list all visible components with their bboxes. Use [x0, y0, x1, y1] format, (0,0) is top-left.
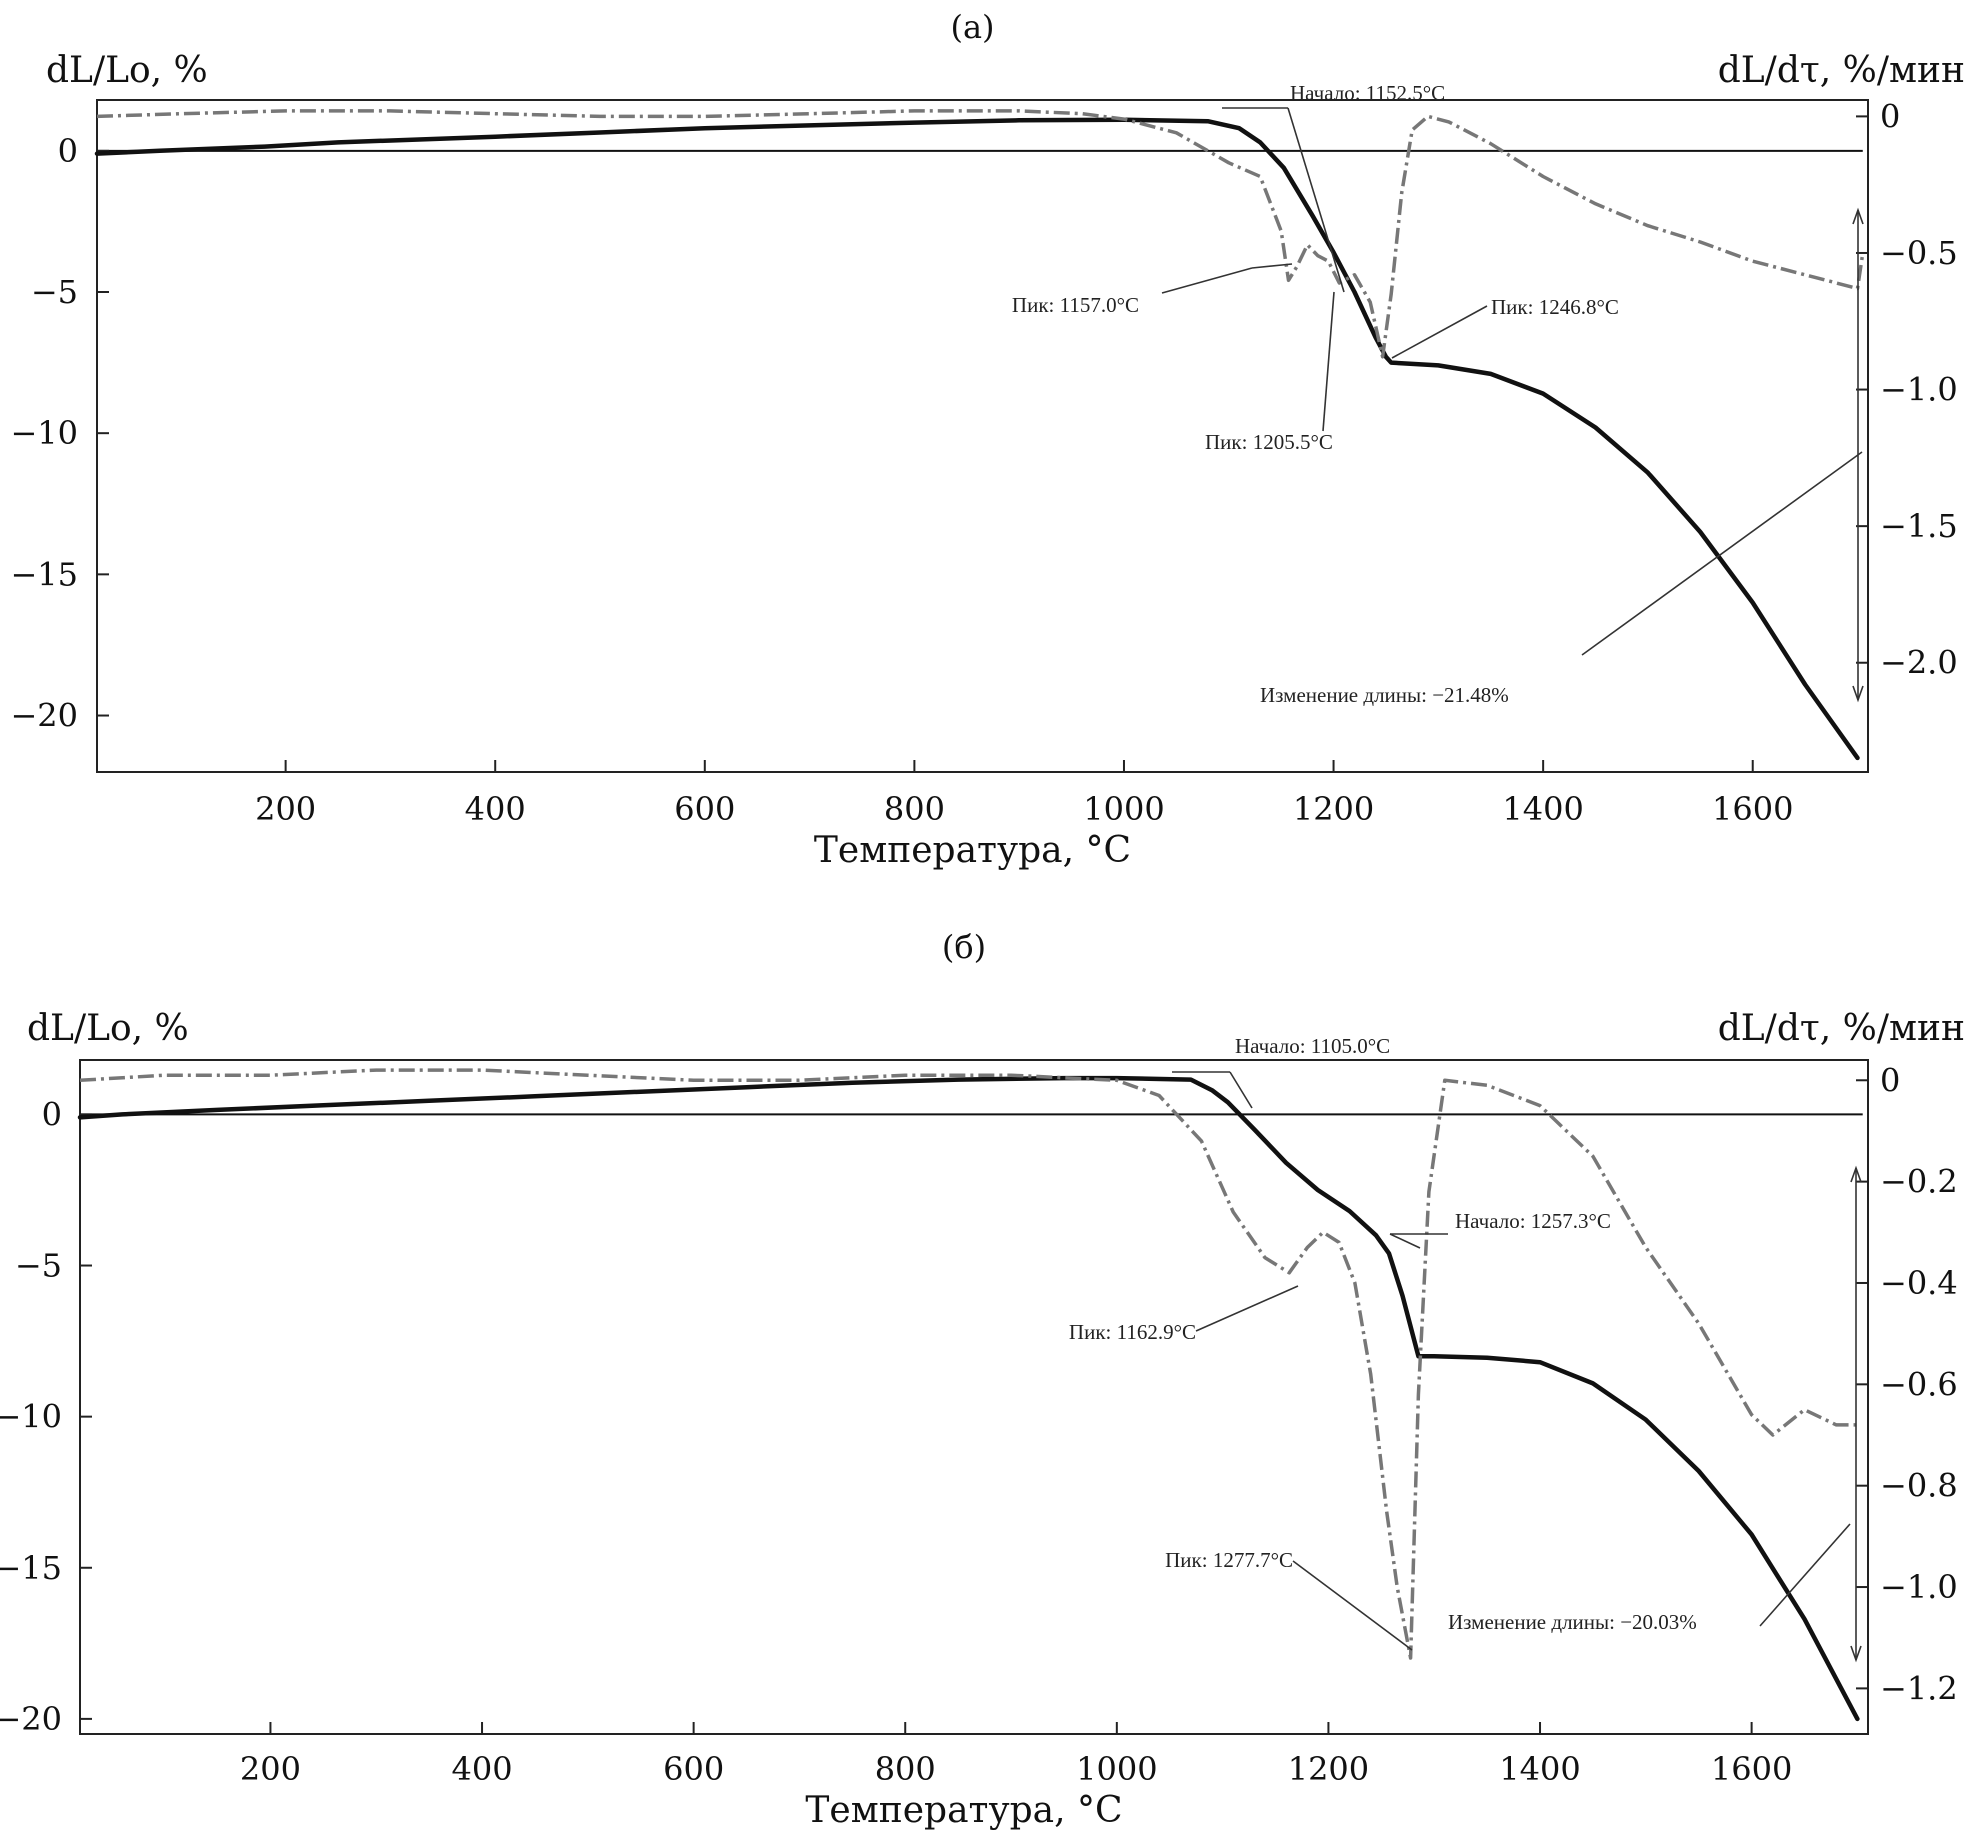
- y-left-tick-label: 0: [42, 1095, 62, 1133]
- annotation-leader: [1759, 1523, 1851, 1627]
- x-tick-label: 1200: [1288, 1750, 1369, 1788]
- annotation-leader: [1581, 451, 1863, 656]
- annotation-label: Изменение длины: −20.03%: [1448, 1610, 1697, 1634]
- y-left-tick-label: −10: [10, 414, 78, 452]
- y-right-tick-label: −1.0: [1880, 1568, 1958, 1606]
- annotation-label: Пик: 1246.8°C: [1491, 295, 1619, 319]
- y-right-tick-label: −0.2: [1880, 1163, 1958, 1201]
- x-tick-label: 1000: [1083, 790, 1164, 828]
- y-left-tick-label: 0: [58, 132, 78, 170]
- annotation-label: Изменение длины: −21.48%: [1260, 683, 1509, 707]
- y-right-tick-label: −0.5: [1880, 234, 1958, 272]
- x-tick-label: 400: [451, 1750, 512, 1788]
- annotation-leader: [1391, 305, 1488, 359]
- arrow-head-bottom: [1850, 1645, 1862, 1663]
- series-line-length-change: [77, 1075, 1860, 1722]
- x-tick-label: 200: [255, 790, 316, 828]
- annotation-label: Пик: 1157.0°C: [1012, 293, 1139, 317]
- annotation-label: Пик: 1162.9°C: [1069, 1320, 1196, 1344]
- x-tick-label: 600: [674, 790, 735, 828]
- y-right-tick-label: 0: [1880, 97, 1900, 135]
- series-line-length-change: [94, 117, 1860, 761]
- y-left-tick-label: −5: [31, 273, 78, 311]
- annotation-label: Начало: 1257.3°C: [1455, 1209, 1611, 1233]
- y-right-axis-label: dL/dτ, %/мин: [1718, 50, 1965, 91]
- y-right-tick-label: −0.8: [1880, 1467, 1958, 1505]
- x-axis-label: Температура, °C: [805, 1790, 1122, 1831]
- plot-frame: [96, 99, 1869, 773]
- y-left-tick-label: −20: [10, 697, 78, 735]
- chart-panel-1: (б) dL/Lo, % dL/dτ, %/мин Температура, °C 20…: [0, 928, 1965, 1831]
- x-tick-label: 1600: [1712, 790, 1793, 828]
- y-right-tick-label: 0: [1880, 1061, 1900, 1099]
- x-tick-label: 600: [663, 1750, 724, 1788]
- panel-label: (a): [950, 8, 994, 46]
- y-right-axis-label: dL/dτ, %/мин: [1718, 1008, 1965, 1049]
- annotation-leader: [1195, 1285, 1299, 1332]
- y-right-tick-label: −0.6: [1880, 1365, 1958, 1403]
- x-tick-label: 800: [875, 1750, 936, 1788]
- y-left-tick-label: −15: [10, 555, 78, 593]
- y-left-axis-label: dL/Lo, %: [27, 1008, 189, 1049]
- y-right-tick-label: −1.5: [1880, 507, 1958, 545]
- x-tick-label: 1000: [1076, 1750, 1157, 1788]
- y-left-tick-label: −10: [0, 1398, 62, 1436]
- y-right-tick-label: −1.2: [1880, 1669, 1958, 1707]
- y-right-tick-label: −0.4: [1880, 1264, 1958, 1302]
- y-left-tick-label: −5: [15, 1247, 62, 1285]
- annotation-label: Начало: 1152.5°C: [1290, 81, 1445, 105]
- arrow-head-bottom: [1852, 685, 1864, 703]
- y-right-tick-label: −1.0: [1880, 371, 1958, 409]
- y-right-tick-label: −2.0: [1880, 644, 1958, 682]
- x-tick-label: 200: [240, 1750, 301, 1788]
- x-tick-label: 1400: [1499, 1750, 1580, 1788]
- x-axis-label: Температура, °C: [814, 830, 1131, 871]
- x-tick-label: 1400: [1502, 790, 1583, 828]
- x-tick-label: 800: [884, 790, 945, 828]
- annotation-leader: [1322, 291, 1335, 432]
- plot-frame: [79, 1059, 1869, 1735]
- x-tick-label: 400: [465, 790, 526, 828]
- annotation-leader: [1287, 107, 1345, 293]
- annotation-leader: [1161, 267, 1253, 294]
- x-tick-label: 1600: [1711, 1750, 1792, 1788]
- annotation-leader: [1389, 1233, 1421, 1249]
- annotation-leader: [1251, 263, 1293, 269]
- y-left-tick-label: −20: [0, 1700, 62, 1738]
- chart-panel-0: (a) dL/Lo, % dL/dτ, %/мин Температура, °C 20…: [10, 8, 1965, 871]
- y-left-tick-label: −15: [0, 1549, 62, 1587]
- annotation-label: Пик: 1205.5°C: [1205, 430, 1333, 454]
- x-tick-label: 1200: [1293, 790, 1374, 828]
- annotation-label: Пик: 1277.7°C: [1165, 1548, 1293, 1572]
- series-line-derivative: [79, 1068, 1858, 1660]
- annotation-leader: [1292, 1560, 1413, 1651]
- panel-label: (б): [942, 928, 986, 966]
- annotation-leader: [1229, 1071, 1253, 1109]
- arrow-head-top: [1852, 207, 1864, 225]
- series-line-derivative: [96, 109, 1865, 359]
- annotation-label: Начало: 1105.0°C: [1235, 1034, 1390, 1058]
- arrow-head-top: [1850, 1165, 1862, 1183]
- y-left-axis-label: dL/Lo, %: [46, 50, 208, 91]
